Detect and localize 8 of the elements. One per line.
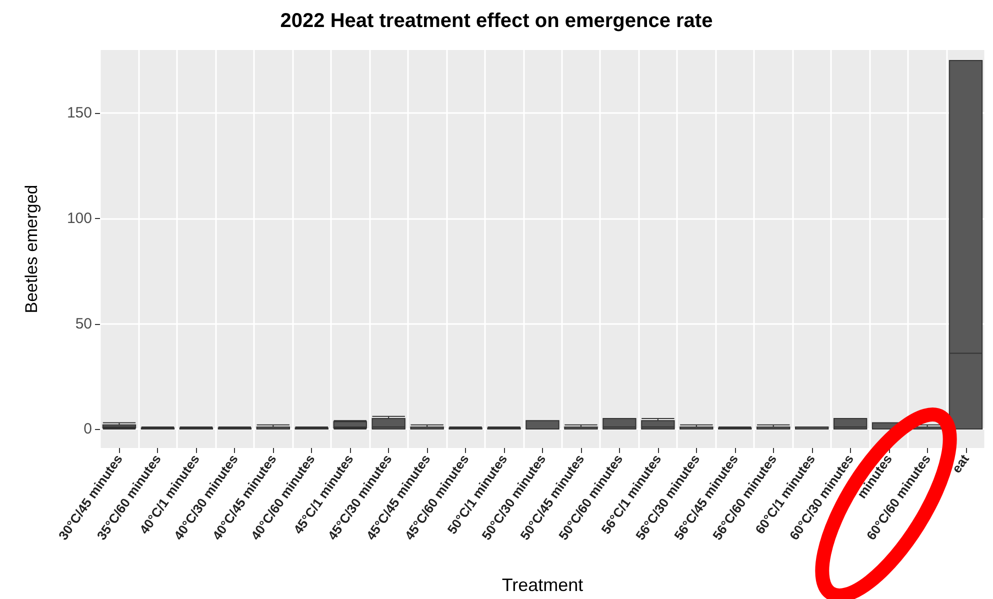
y-tick-label: 0 — [84, 420, 92, 438]
x-axis-title: Treatment — [502, 575, 584, 595]
chart-title: 2022 Heat treatment effect on emergence rate — [280, 10, 713, 32]
y-axis-title: Beetles emerged — [22, 184, 41, 314]
y-tick-label: 100 — [66, 210, 92, 227]
x-tick-label: eat — [948, 451, 972, 476]
y-tick-label: 150 — [66, 104, 92, 122]
y-tick-label: 50 — [75, 315, 92, 332]
